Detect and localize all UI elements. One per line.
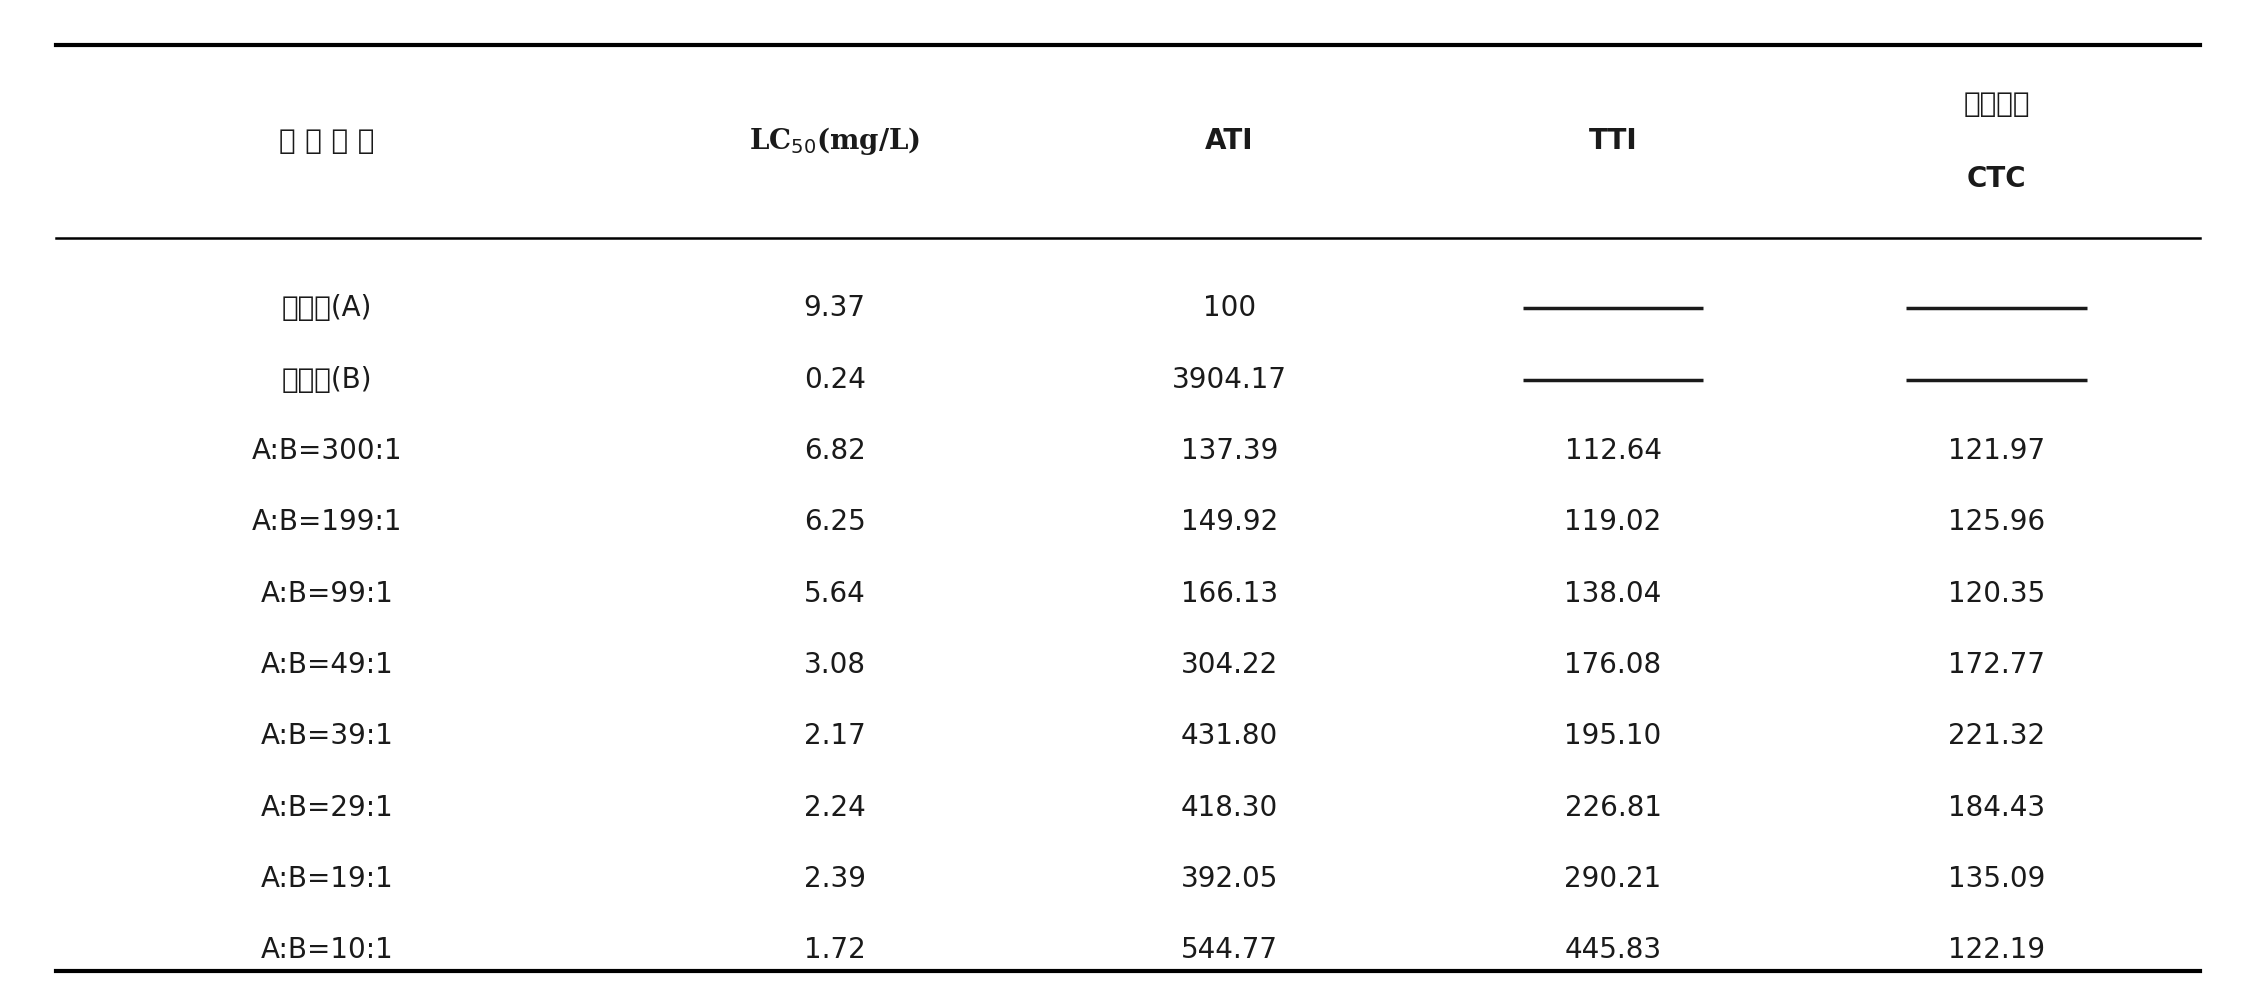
Text: 125.96: 125.96 — [1947, 508, 2046, 536]
Text: 392.05: 392.05 — [1180, 865, 1279, 893]
Text: 共毒系数: 共毒系数 — [1963, 89, 2030, 118]
Text: 172.77: 172.77 — [1949, 651, 2044, 679]
Text: 149.92: 149.92 — [1180, 508, 1279, 536]
Text: 176.08: 176.08 — [1563, 651, 1663, 679]
Text: A:B=29:1: A:B=29:1 — [262, 794, 393, 822]
Text: 135.09: 135.09 — [1947, 865, 2046, 893]
Text: 221.32: 221.32 — [1947, 722, 2046, 750]
Text: 3904.17: 3904.17 — [1173, 366, 1286, 393]
Text: 137.39: 137.39 — [1180, 437, 1279, 465]
Text: 431.80: 431.80 — [1180, 722, 1279, 750]
Text: ATI: ATI — [1205, 127, 1254, 156]
Text: A:B=49:1: A:B=49:1 — [262, 651, 393, 679]
Text: A:B=10:1: A:B=10:1 — [262, 936, 393, 964]
Text: 112.64: 112.64 — [1566, 437, 1660, 465]
Text: 184.43: 184.43 — [1947, 794, 2046, 822]
Text: 445.83: 445.83 — [1563, 936, 1663, 964]
Text: 121.97: 121.97 — [1947, 437, 2046, 465]
Text: 虫螳脹(A): 虫螳脹(A) — [282, 294, 372, 322]
Text: 2.24: 2.24 — [803, 794, 866, 822]
Text: 120.35: 120.35 — [1947, 580, 2046, 607]
Text: 166.13: 166.13 — [1180, 580, 1279, 607]
Text: 226.81: 226.81 — [1566, 794, 1660, 822]
Text: 195.10: 195.10 — [1563, 722, 1663, 750]
Text: 3.08: 3.08 — [803, 651, 866, 679]
Text: A:B=39:1: A:B=39:1 — [262, 722, 393, 750]
Text: 304.22: 304.22 — [1180, 651, 1279, 679]
Text: 5.64: 5.64 — [803, 580, 866, 607]
Text: 544.77: 544.77 — [1182, 936, 1277, 964]
Text: 药 剂 名 称: 药 剂 名 称 — [280, 127, 374, 156]
Text: 290.21: 290.21 — [1563, 865, 1663, 893]
Text: 1.72: 1.72 — [803, 936, 866, 964]
Text: 122.19: 122.19 — [1947, 936, 2046, 964]
Text: LC$_{50}$(mg/L): LC$_{50}$(mg/L) — [749, 125, 920, 158]
Text: A:B=19:1: A:B=19:1 — [262, 865, 393, 893]
Text: 418.30: 418.30 — [1180, 794, 1279, 822]
Text: 2.17: 2.17 — [803, 722, 866, 750]
Text: 6.82: 6.82 — [803, 437, 866, 465]
Text: 2.39: 2.39 — [803, 865, 866, 893]
Text: TTI: TTI — [1588, 127, 1638, 156]
Text: 138.04: 138.04 — [1563, 580, 1663, 607]
Text: A:B=300:1: A:B=300:1 — [253, 437, 402, 465]
Text: A:B=199:1: A:B=199:1 — [253, 508, 402, 536]
Text: 苦参碱(B): 苦参碱(B) — [282, 366, 372, 393]
Text: 119.02: 119.02 — [1563, 508, 1663, 536]
Text: 9.37: 9.37 — [803, 294, 866, 322]
Text: 6.25: 6.25 — [803, 508, 866, 536]
Text: 0.24: 0.24 — [803, 366, 866, 393]
Text: CTC: CTC — [1967, 165, 2026, 193]
Text: 100: 100 — [1202, 294, 1257, 322]
Text: A:B=99:1: A:B=99:1 — [262, 580, 393, 607]
